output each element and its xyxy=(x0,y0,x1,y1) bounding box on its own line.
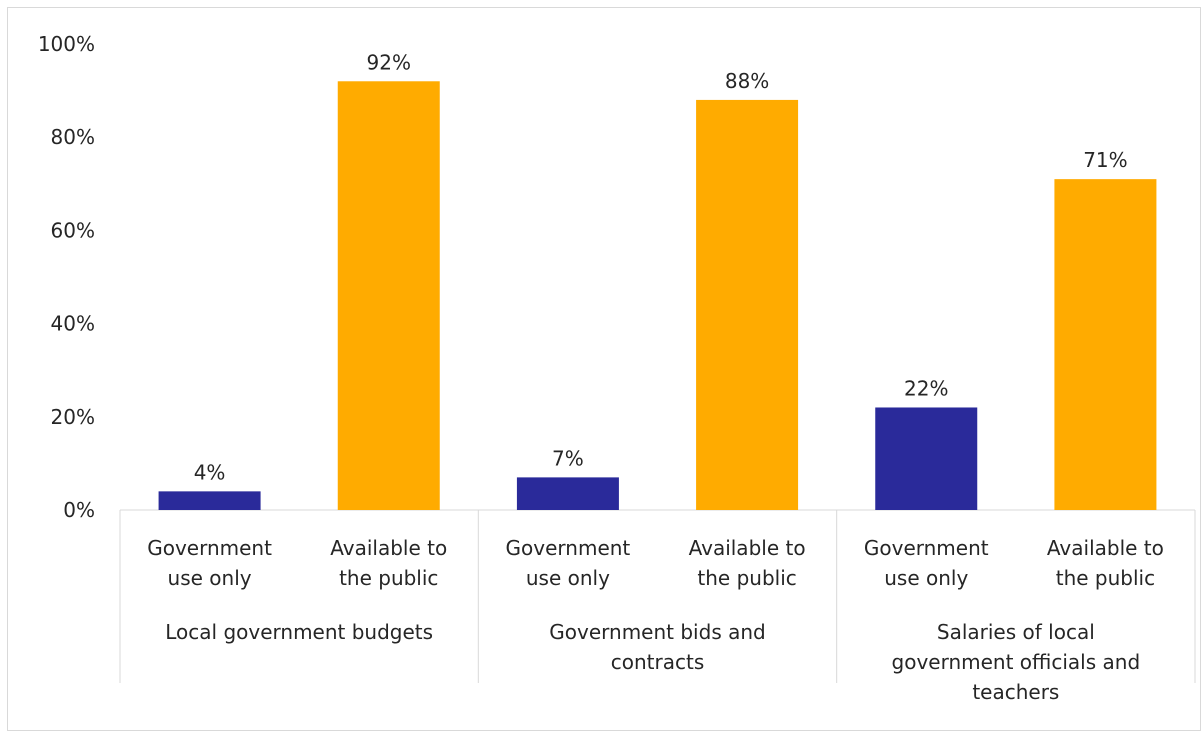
x-tick-label: Available to xyxy=(330,536,447,560)
x-tick-label: Government xyxy=(506,536,631,560)
bar xyxy=(696,99,799,511)
x-tick-label: Government xyxy=(147,536,272,560)
x-tick-label: use only xyxy=(168,566,252,590)
data-label: 88% xyxy=(725,69,769,93)
x-tick-label: the public xyxy=(697,566,796,590)
group-label: Salaries of local xyxy=(937,620,1095,644)
bar xyxy=(1054,179,1157,510)
data-label: 92% xyxy=(367,50,411,74)
y-tick-label: 0% xyxy=(63,498,95,522)
bar xyxy=(337,81,440,510)
bar xyxy=(158,491,261,510)
group-label: government officials and xyxy=(892,650,1141,674)
y-tick-label: 40% xyxy=(51,312,95,336)
y-tick-label: 100% xyxy=(38,32,95,56)
chart-frame xyxy=(7,7,1201,731)
group-label: Government bids and xyxy=(549,620,765,644)
group-label: contracts xyxy=(611,650,705,674)
x-tick-label: use only xyxy=(884,566,968,590)
bar xyxy=(516,477,619,510)
y-tick-label: 20% xyxy=(51,405,95,429)
data-label: 7% xyxy=(552,446,584,470)
x-tick-label: Available to xyxy=(1047,536,1164,560)
group-label: Local government budgets xyxy=(165,620,433,644)
data-label: 4% xyxy=(194,460,226,484)
x-tick-label: use only xyxy=(526,566,610,590)
x-tick-label: Government xyxy=(864,536,989,560)
y-tick-label: 80% xyxy=(51,125,95,149)
x-tick-label: Available to xyxy=(689,536,806,560)
y-tick-label: 60% xyxy=(51,218,95,242)
x-tick-label: the public xyxy=(339,566,438,590)
bar xyxy=(875,407,978,510)
group-label: teachers xyxy=(972,680,1059,704)
data-label: 22% xyxy=(904,376,948,400)
data-label: 71% xyxy=(1083,148,1127,172)
x-tick-label: the public xyxy=(1056,566,1155,590)
